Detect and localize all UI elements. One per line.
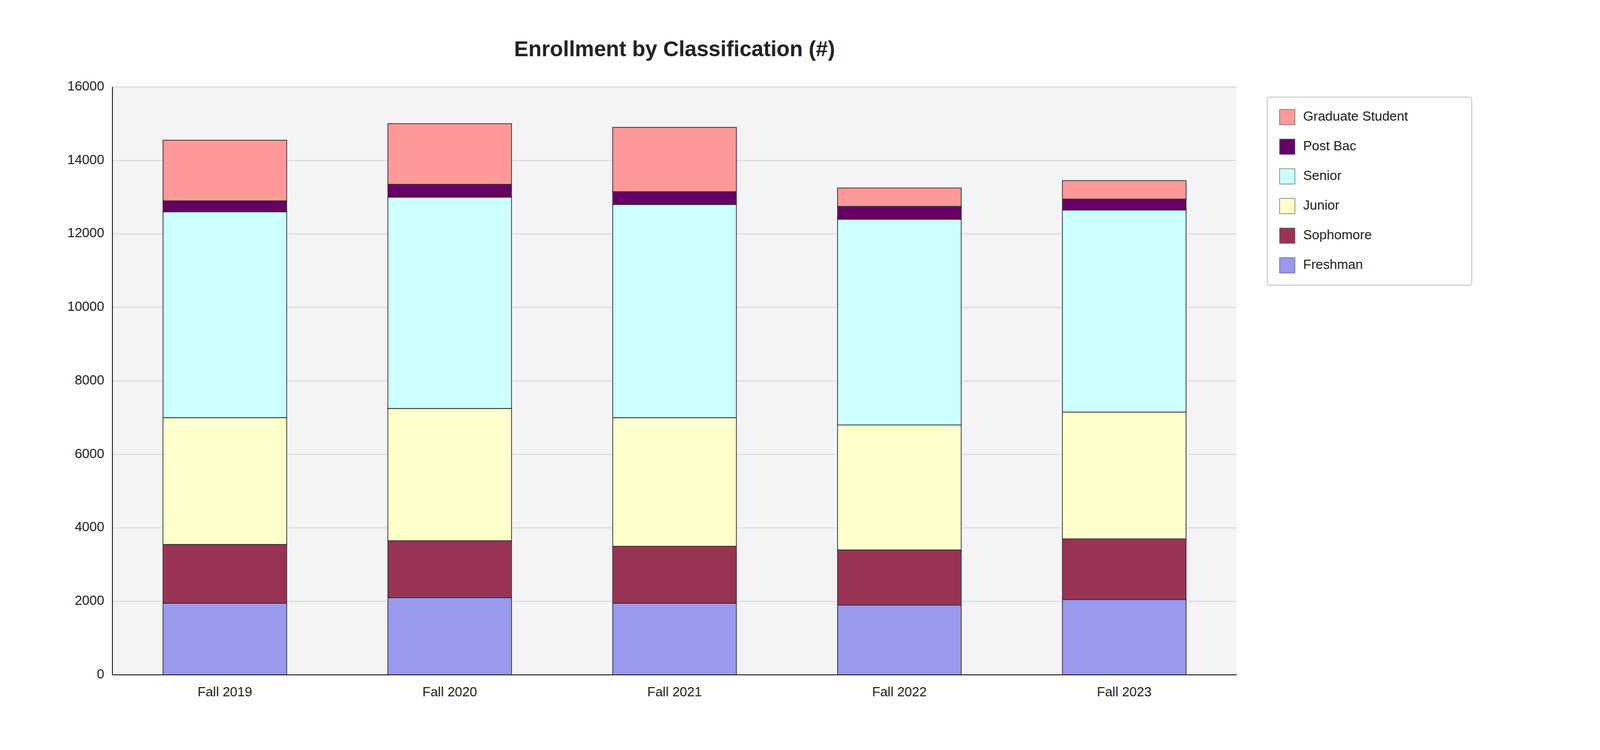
- legend-label: Senior: [1303, 167, 1342, 183]
- bar-segment: [837, 219, 962, 426]
- y-axis-line: [111, 86, 113, 675]
- plot-background: [112, 86, 1237, 675]
- y-tick-label: 2000: [74, 592, 105, 608]
- y-tick-label: 0: [97, 665, 105, 682]
- bar-segment: [387, 123, 512, 185]
- legend-label: Post Bac: [1303, 137, 1357, 154]
- bar-segment: [163, 603, 287, 675]
- legend-label: Junior: [1303, 197, 1340, 213]
- bar-segment: [837, 188, 962, 207]
- bar-segment: [163, 200, 287, 213]
- legend-swatch: [1279, 168, 1295, 184]
- bar-segment: [612, 545, 737, 603]
- bar-segment: [837, 604, 962, 675]
- y-tick-label: 14000: [67, 151, 105, 168]
- y-tick-label: 6000: [74, 445, 105, 461]
- legend-label: Graduate Student: [1303, 108, 1409, 124]
- legend-swatch: [1279, 257, 1295, 273]
- bar-segment: [387, 183, 512, 197]
- bar-segment: [387, 197, 512, 409]
- y-tick-label: 12000: [67, 224, 105, 241]
- bar-segment: [163, 417, 287, 545]
- chart-container: 0 2000 4000 6000 8000 10000 12000 14000 16000 Fal…: [0, 0, 1600, 750]
- legend-swatch: [1279, 109, 1295, 125]
- bar-segment: [612, 191, 737, 205]
- bar-segment: [837, 549, 962, 606]
- bar-segment: [612, 204, 737, 418]
- bar-segment: [163, 140, 287, 201]
- legend-label: Sophomore: [1303, 226, 1372, 243]
- grid: [112, 86, 1237, 675]
- y-tick-label: 8000: [74, 372, 105, 388]
- bar-segment: [612, 603, 737, 675]
- grid-line: [112, 86, 1237, 88]
- grid-line: [112, 674, 1237, 676]
- bar-segment: [837, 424, 962, 550]
- y-tick-label: 10000: [67, 298, 105, 314]
- bar-segment: [1062, 210, 1187, 412]
- bar-segment: [1062, 198, 1187, 211]
- bar-segment: [163, 211, 287, 418]
- chart-svg: 0 2000 4000 6000 8000 10000 12000 14000 16000 Fal…: [0, 0, 1600, 750]
- legend-swatch: [1279, 198, 1295, 214]
- bar-segment: [1062, 411, 1187, 539]
- legend-frame: [1267, 97, 1472, 286]
- x-tick-label: Fall 2022: [872, 683, 927, 700]
- bar-segment: [387, 540, 512, 598]
- y-tick-label: 16000: [67, 78, 105, 94]
- x-tick-label: Fall 2019: [197, 683, 253, 700]
- x-tick-label: Fall 2023: [1097, 683, 1152, 700]
- bar-segment: [1062, 180, 1187, 199]
- bar-segment: [1062, 538, 1187, 600]
- legend-label: Freshman: [1303, 256, 1363, 272]
- bar-segment: [612, 417, 737, 547]
- y-tick-label: 4000: [74, 518, 105, 535]
- x-tick-label: Fall 2021: [647, 683, 703, 700]
- x-tick-label: Fall 2020: [422, 683, 478, 700]
- x-axis-line: [112, 674, 1237, 676]
- bar-segment: [163, 544, 287, 604]
- bar-segment: [387, 597, 512, 675]
- chart-title: Enrollment by Classification (#): [514, 36, 836, 61]
- legend: Graduate Student Post Bac Senior Junior Soph…: [1267, 97, 1472, 286]
- bar-segment: [612, 127, 737, 192]
- bar-segment: [837, 206, 962, 220]
- bar-segment: [387, 408, 512, 541]
- legend-swatch: [1279, 138, 1295, 155]
- legend-swatch: [1279, 227, 1295, 244]
- bars: [163, 123, 1187, 675]
- bar-segment: [1062, 599, 1187, 675]
